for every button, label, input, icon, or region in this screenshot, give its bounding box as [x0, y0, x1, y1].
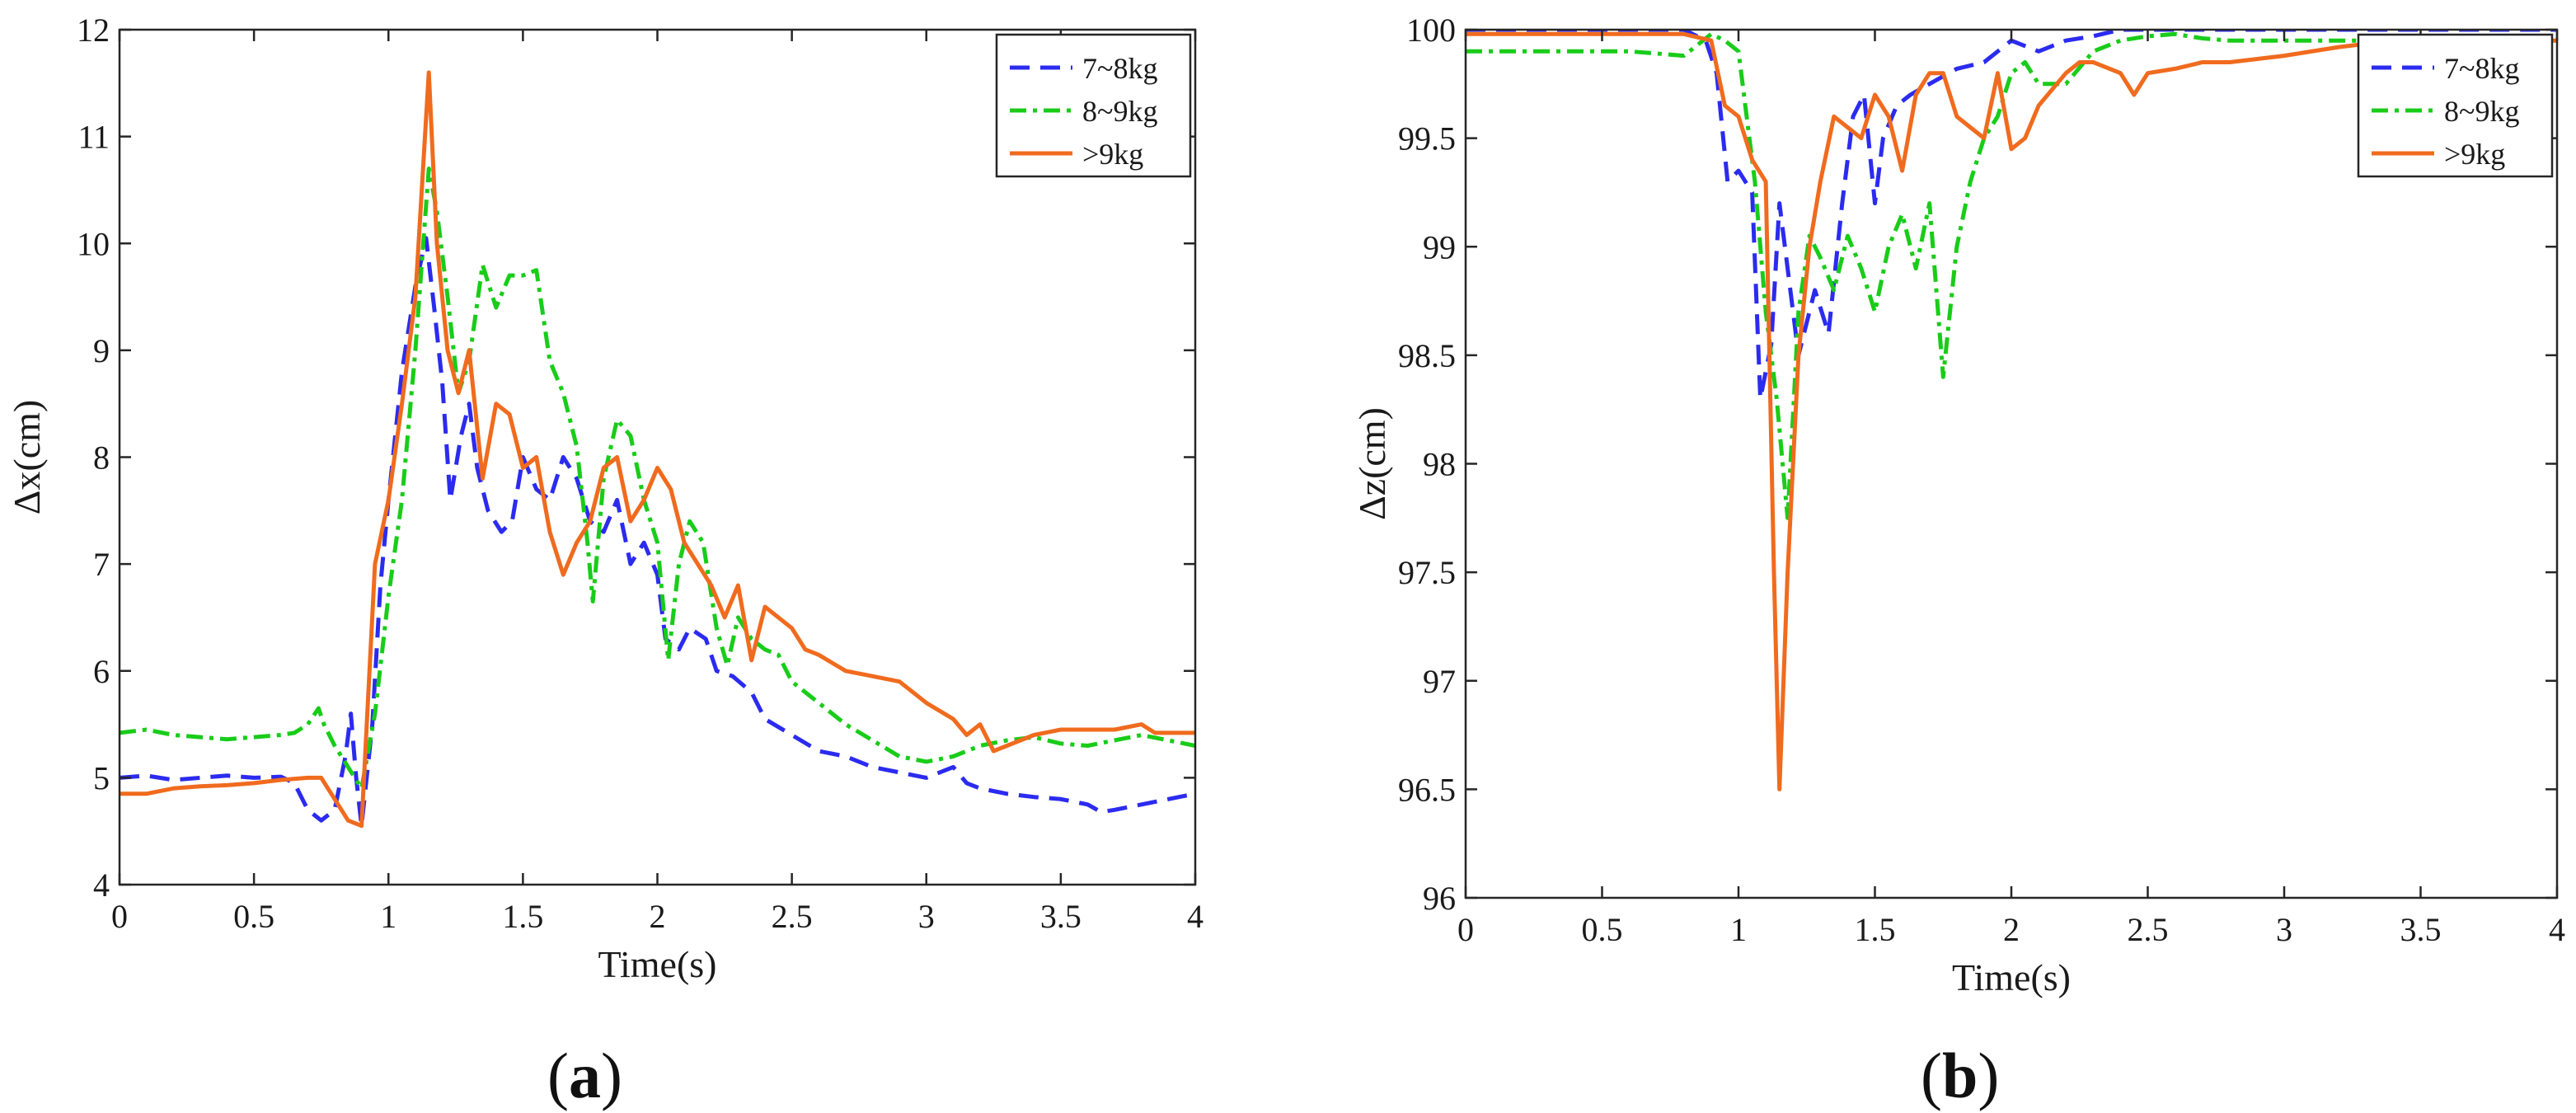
series-line-2	[1466, 31, 2557, 520]
chart-b: 0 0.5 1 1.5 2 2.5 3 3.5 4 96 96.5 97 97.5 98 98.5 99 99.…	[1351, 12, 2565, 998]
x-tick-label: 1.5	[1855, 911, 1896, 948]
series-line-3	[1466, 31, 2557, 791]
x-axis-label: Time(s)	[598, 943, 717, 985]
panel-label-a: (a)	[547, 1040, 622, 1111]
y-tick-label: 11	[77, 119, 110, 156]
x-tick-label: 3.5	[2400, 911, 2442, 948]
y-tick-label: 97	[1423, 663, 1456, 700]
series-group	[1466, 30, 2557, 791]
panel-label-b: (b)	[1921, 1040, 2000, 1111]
y-tick-label: 99.5	[1398, 120, 1456, 157]
y-axis-label: Δx(cm)	[6, 400, 48, 514]
x-tick-label: 2	[2003, 911, 2020, 948]
x-tick-label: 3.5	[1040, 898, 1082, 935]
series-line-3	[120, 70, 1195, 829]
y-tick-label: 98	[1423, 446, 1456, 483]
x-tick-label: 2.5	[2128, 911, 2169, 948]
series-line-2	[120, 167, 1195, 791]
y-tick-label: 6	[93, 653, 110, 690]
y-tick-label: 8	[93, 439, 110, 477]
x-tick-label: 0	[1457, 911, 1474, 948]
x-tick-label: 2.5	[772, 898, 813, 935]
x-tick-label: 1	[380, 898, 396, 935]
legend-label-3: >9kg	[1082, 138, 1143, 171]
x-tick-label: 1	[1730, 911, 1747, 948]
legend-label-2: 8~9kg	[2444, 95, 2519, 128]
y-tick-label: 98.5	[1398, 337, 1456, 374]
y-tick-label: 10	[77, 225, 110, 262]
x-tick-label: 3	[918, 898, 935, 935]
y-tick-label: 4	[93, 866, 110, 904]
y-tick-label: 9	[93, 332, 110, 369]
legend: 7~8kg 8~9kg >9kg	[2357, 33, 2554, 178]
y-tick-label: 96.5	[1398, 771, 1456, 808]
x-tick-label: 2	[650, 898, 666, 935]
x-tick-label: 4	[2549, 911, 2565, 948]
y-tick-label: 96	[1423, 880, 1456, 917]
legend-box	[2357, 33, 2554, 178]
y-tick-label: 5	[93, 759, 110, 796]
y-tick-label: 7	[93, 546, 110, 583]
series-group	[120, 70, 1195, 829]
x-tick-label: 1.5	[502, 898, 543, 935]
y-tick-label: 100	[1406, 12, 1456, 49]
x-tick-label: 3	[2276, 911, 2292, 948]
chart-a: 0 0.5 1 1.5 2 2.5 3 3.5 4 4 5 6 7 8 9 10 11 12 Time(s) Δx(c…	[6, 12, 1204, 985]
y-tick-label: 99	[1423, 228, 1456, 265]
x-tick-label: 4	[1187, 898, 1204, 935]
legend-label-1: 7~8kg	[1082, 52, 1157, 85]
x-tick-label: 0.5	[1582, 911, 1623, 948]
x-axis-label: Time(s)	[1952, 956, 2071, 998]
x-tick-label: 0.5	[233, 898, 274, 935]
panel-label-b-letter: b	[1941, 1040, 1978, 1111]
legend: 7~8kg 8~9kg >9kg	[995, 33, 1192, 178]
legend-label-1: 7~8kg	[2444, 52, 2519, 85]
y-tick-label: 12	[77, 12, 110, 49]
x-tick-label: 0	[111, 898, 128, 935]
y-tick-label: 97.5	[1398, 554, 1456, 591]
legend-label-3: >9kg	[2444, 138, 2505, 171]
y-axis-label: Δz(cm)	[1351, 407, 1393, 520]
series-line-1	[120, 236, 1195, 829]
legend-label-2: 8~9kg	[1082, 95, 1157, 128]
panel-label-a-letter: a	[568, 1040, 601, 1111]
